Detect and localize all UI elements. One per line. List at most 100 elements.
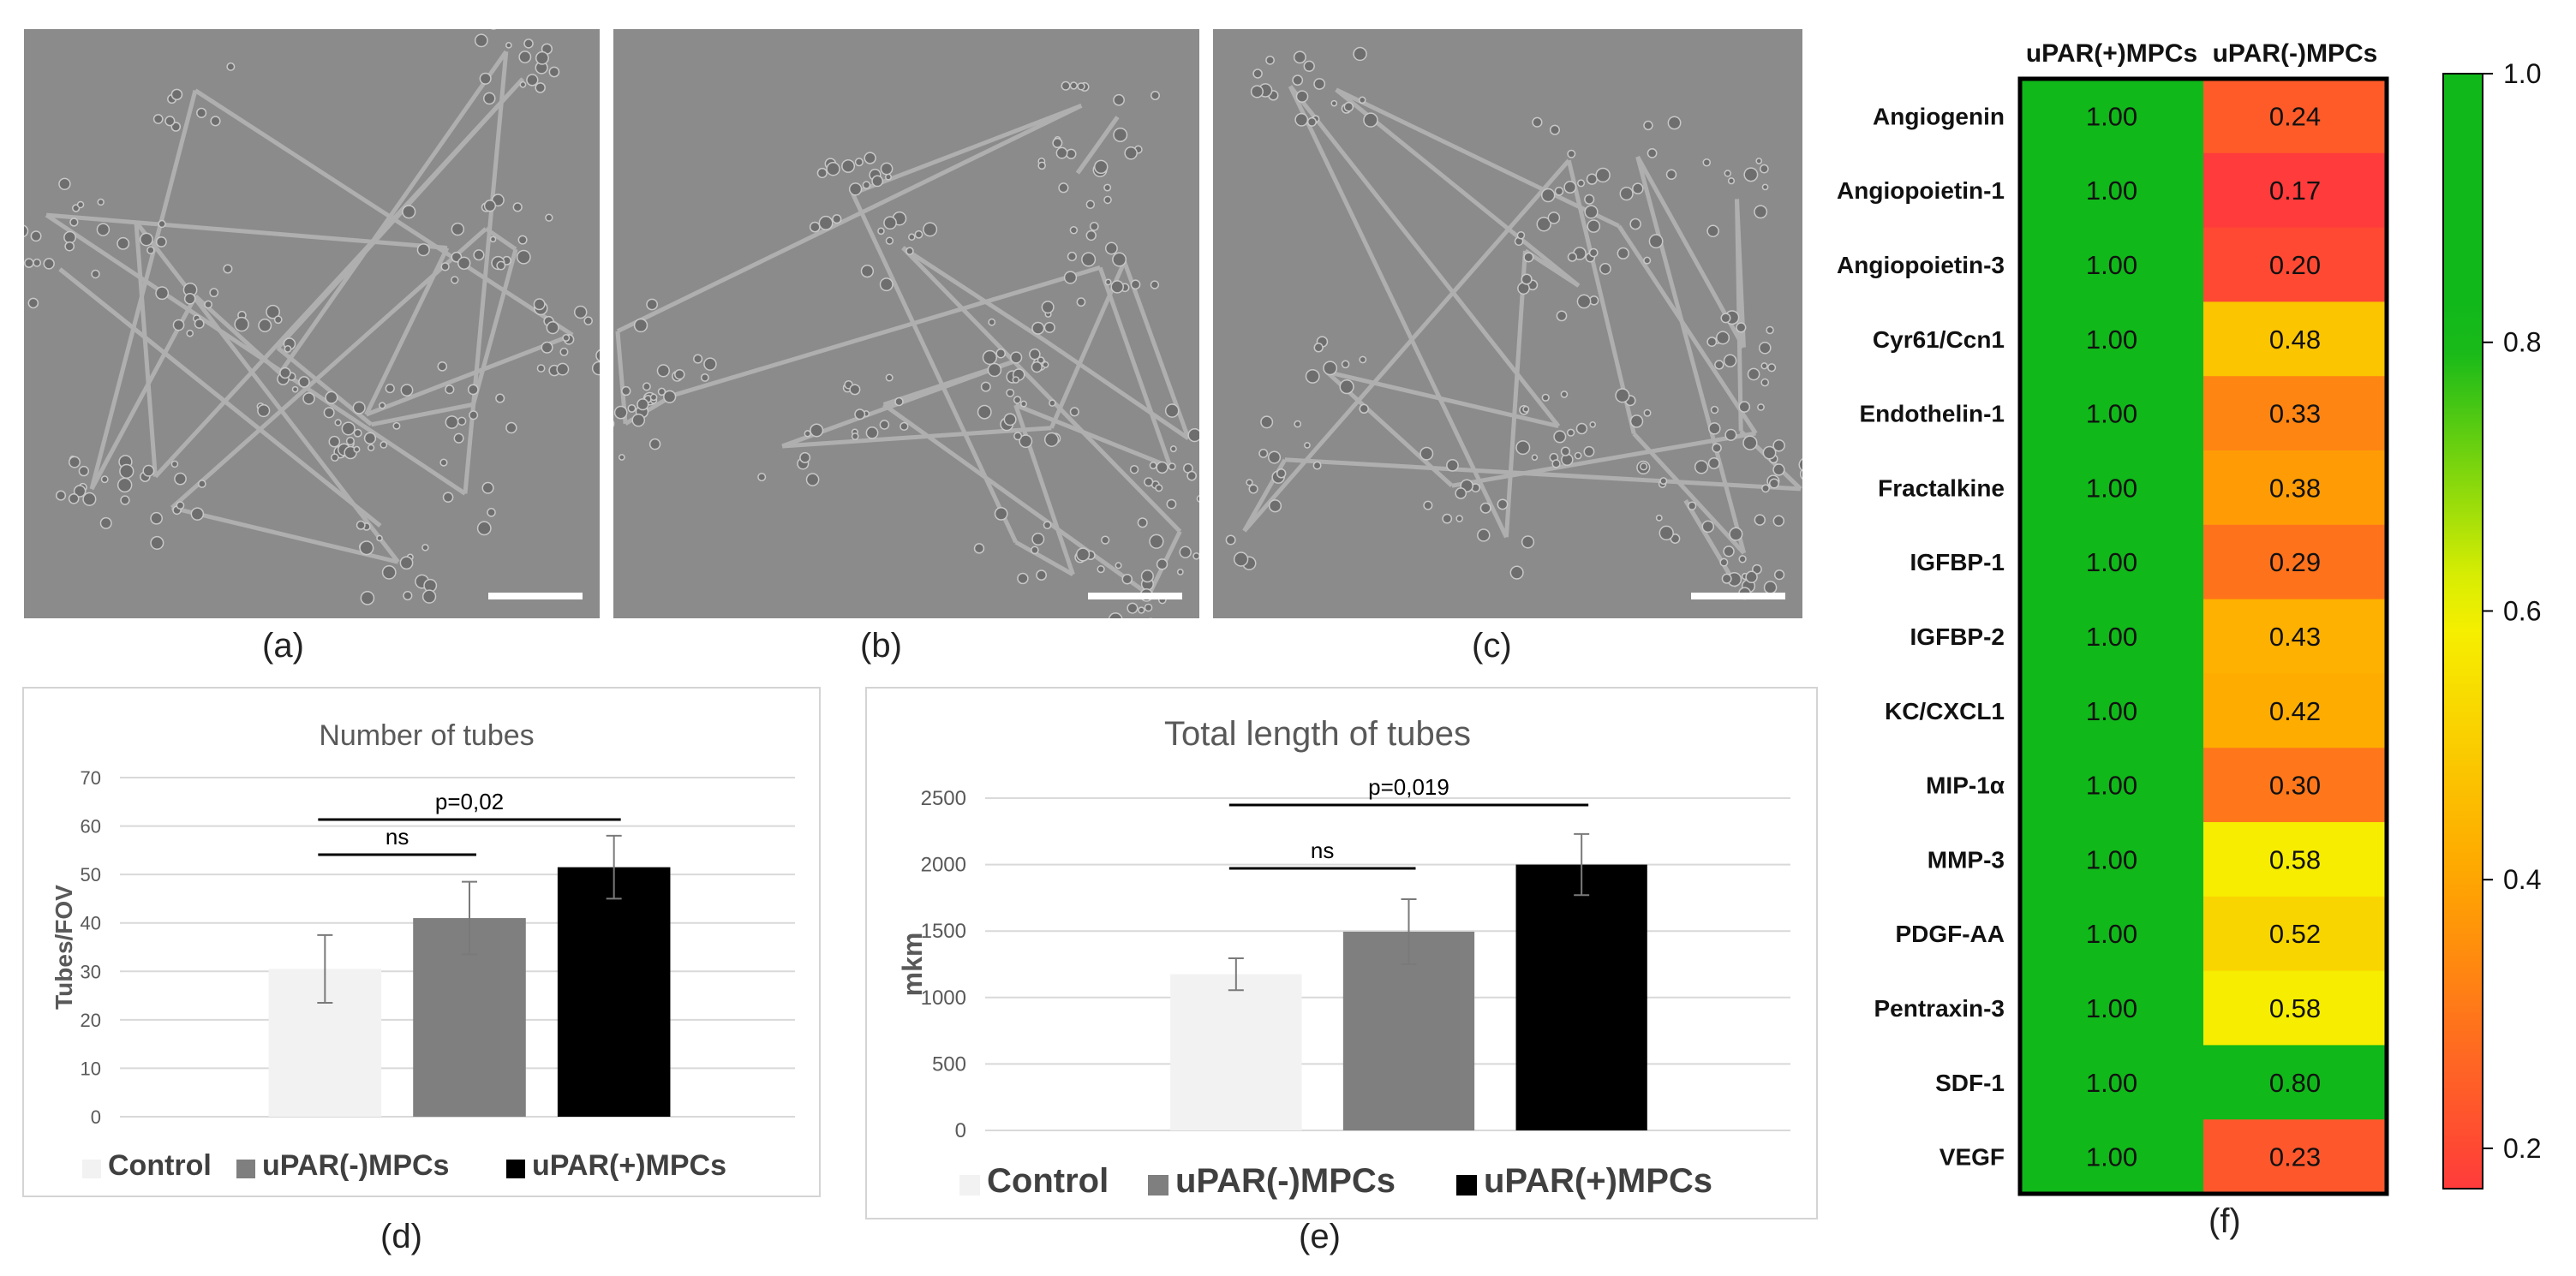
cell (279, 367, 291, 379)
heatmap-cell-value: 1.00 (2086, 771, 2137, 801)
cell (1706, 224, 1719, 238)
heatmap-cell (2203, 301, 2387, 377)
colorbar (2442, 73, 2483, 1190)
cell (155, 286, 170, 301)
cell (1036, 569, 1048, 581)
cell (183, 293, 196, 305)
cell (117, 477, 133, 493)
cell (1043, 432, 1060, 447)
heatmap-cell (2020, 822, 2203, 897)
cell (1760, 378, 1770, 387)
cell (1577, 179, 1586, 188)
heatmap-cell (2020, 376, 2203, 451)
heatmap-cell-value: 1.00 (2086, 622, 2137, 652)
legend-swatch (82, 1160, 101, 1178)
cell (1104, 241, 1118, 255)
heatmap-cell-value: 0.43 (2269, 622, 2321, 652)
cell (1066, 148, 1077, 159)
cell (1727, 177, 1736, 185)
heatmap-cell-value: 0.23 (2269, 1142, 2321, 1172)
heatmap-row-label: Angiopoietin-3 (1837, 252, 2005, 278)
cell (1648, 234, 1664, 249)
cell (152, 114, 164, 124)
cell (190, 507, 205, 521)
cell (1515, 440, 1531, 456)
cell (548, 66, 560, 78)
cell (451, 276, 459, 284)
cell (1294, 420, 1302, 428)
cell (1085, 200, 1096, 209)
cell (505, 42, 512, 49)
cell (33, 258, 42, 267)
cell (1303, 60, 1315, 72)
cell (519, 80, 527, 88)
heatmap-cell-value: 0.58 (2269, 844, 2321, 874)
legend-entry: uPAR(+)MPCs (1484, 1162, 1712, 1200)
cell (56, 490, 67, 501)
cell (995, 348, 1006, 359)
cell (1149, 462, 1157, 470)
cell (258, 319, 272, 333)
cell (1144, 477, 1154, 487)
heatmap-cell (2203, 227, 2387, 302)
cell (1551, 459, 1561, 468)
cell (194, 318, 205, 329)
cell (467, 384, 479, 396)
legend-swatch (1148, 1175, 1168, 1196)
cell (1584, 205, 1599, 219)
cell (1192, 552, 1199, 560)
cell (1031, 361, 1043, 373)
y-tick-label: 50 (81, 864, 101, 885)
heatmap-cell (2203, 1045, 2387, 1120)
cell (621, 385, 631, 397)
cell (1724, 428, 1737, 441)
cell (1031, 321, 1045, 335)
scale-bar (1088, 593, 1182, 599)
cell (1521, 535, 1535, 549)
cell (1031, 533, 1045, 546)
panel-label-f: (f) (2208, 1202, 2241, 1240)
micrograph-background (24, 29, 600, 618)
heatmap-cell-value: 1.00 (2086, 176, 2137, 206)
cell (1754, 514, 1766, 526)
cell (353, 428, 362, 438)
cell (1292, 75, 1304, 86)
cell (1055, 146, 1068, 159)
cell-clusters (613, 80, 1199, 618)
cell (1113, 93, 1125, 106)
micrograph-a (24, 29, 600, 618)
cell (345, 437, 356, 446)
cell (982, 349, 998, 366)
y-tick-label: 2000 (921, 854, 966, 877)
chart-e: Total length of tubes mkm 0 500 1000 1500 2000… (865, 687, 1818, 1219)
cell (69, 218, 79, 227)
cell (223, 264, 233, 274)
colorbar-tick-label: 1.0 (2503, 58, 2541, 89)
micrograph-b-image (613, 29, 1199, 618)
legend-entry: uPAR(+)MPCs (532, 1149, 726, 1182)
cell-strand (134, 222, 158, 477)
cell (445, 385, 455, 395)
cell-strand (484, 227, 517, 252)
cell (693, 354, 703, 364)
cell (879, 420, 890, 430)
cell (1077, 82, 1085, 91)
cell (894, 397, 904, 407)
cell (865, 426, 879, 439)
cell (1617, 247, 1629, 259)
y-tick-label: 500 (932, 1052, 966, 1076)
cell-strand (45, 213, 467, 496)
cell (573, 305, 588, 319)
cell (24, 258, 34, 268)
cell (880, 162, 894, 176)
y-axis-label: mkm (897, 933, 928, 997)
cell (1595, 167, 1611, 183)
cell (1719, 558, 1729, 567)
cell (1640, 462, 1648, 471)
chart-d-svg: Number of tubes Tubes/FOV 0 10 20 30 40 50 60 70 n… (51, 719, 795, 1182)
cell (1763, 581, 1778, 594)
cell (1067, 251, 1077, 262)
cell (1702, 158, 1712, 167)
cell (1738, 401, 1751, 413)
cell-strand (89, 89, 198, 490)
